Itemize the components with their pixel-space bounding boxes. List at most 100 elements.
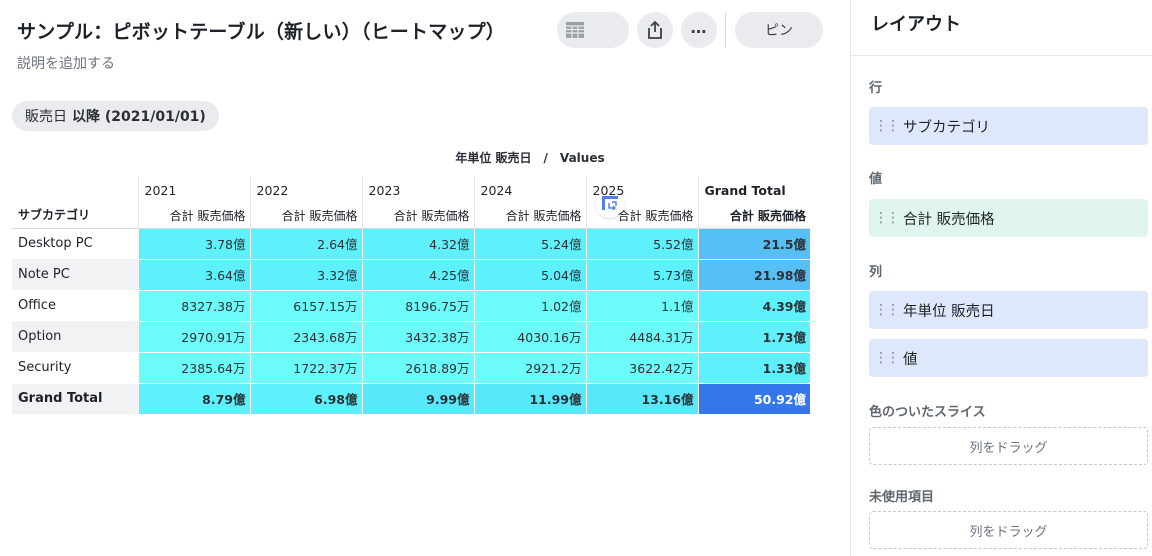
header-spacer [12, 176, 138, 204]
columns-field-pill[interactable]: ⋮⋮ 値 [869, 339, 1148, 377]
grip-icon[interactable]: ⋮⋮ [874, 350, 900, 366]
main-area: サンプル：ピボットテーブル（新しい）（ヒートマップ） 説明を追加する [12, 12, 823, 415]
columns-section-label: 列 [869, 265, 883, 280]
value-cell[interactable]: 2343.68万 [249, 321, 362, 353]
column-total-cell[interactable]: 13.16億 [585, 382, 698, 415]
toolbar-divider [725, 12, 726, 48]
row-label[interactable]: Desktop PC [18, 236, 93, 252]
column-total-cell[interactable]: 8.79億 [137, 382, 250, 415]
value-header: 合計 販売価格 [361, 204, 474, 229]
value-header: 合計 販売価格 [137, 204, 250, 229]
grand-total-header: Grand Total [697, 176, 810, 204]
columns-field-label: 値 [903, 351, 918, 368]
value-cell[interactable]: 2921.2万 [473, 352, 586, 384]
value-cell[interactable]: 3432.38万 [361, 321, 474, 353]
column-total-cell[interactable]: 11.99億 [473, 382, 586, 415]
row-total-cell[interactable]: 4.39億 [697, 290, 810, 322]
year-header[interactable]: 2025 [585, 176, 698, 204]
columns-field-pill[interactable]: ⋮⋮ 年単位 販売日 [869, 291, 1148, 329]
grip-icon[interactable]: ⋮⋮ [874, 210, 900, 226]
value-cell[interactable]: 4.25億 [361, 259, 474, 291]
value-cell[interactable]: 4.32億 [361, 228, 474, 260]
value-cell[interactable]: 3.32億 [249, 259, 362, 291]
value-cell[interactable]: 1.02億 [473, 290, 586, 322]
value-header: 合計 販売価格 [585, 204, 698, 229]
filter-field: 販売日 [25, 109, 67, 125]
pivot-table: 2021 2022 2023 2024 2025 Grand Total サブカテゴリ 合計 … [12, 176, 810, 415]
row-label[interactable]: Note PC [12, 259, 138, 290]
value-cell[interactable]: 5.24億 [473, 228, 586, 260]
value-cell[interactable]: 2385.64万 [137, 352, 250, 384]
layout-panel: レイアウト 行 ⋮⋮ サブカテゴリ 値 ⋮⋮ 合計 販売価格 列 ⋮⋮ 年単位 … [850, 0, 1152, 556]
row-field-header[interactable]: サブカテゴリ [12, 204, 138, 229]
more-button[interactable]: … [681, 12, 717, 48]
row-label[interactable]: Option [12, 321, 138, 352]
value-cell[interactable]: 4484.31万 [585, 321, 698, 353]
values-field-label: 合計 販売価格 [903, 211, 995, 228]
value-cell[interactable]: 4030.16万 [473, 321, 586, 353]
share-button[interactable] [637, 12, 673, 48]
column-total-cell[interactable]: 9.99億 [361, 382, 474, 415]
row-label[interactable]: Office [18, 298, 56, 313]
page-title[interactable]: サンプル：ピボットテーブル（新しい）（ヒートマップ） [17, 21, 505, 43]
row-total-cell[interactable]: 1.73億 [697, 321, 810, 353]
grip-icon[interactable]: ⋮⋮ [874, 302, 900, 318]
pin-button[interactable]: ピン [735, 12, 823, 48]
unused-drop-zone[interactable]: 列をドラッグ [869, 511, 1148, 549]
year-header-row: 2021 2022 2023 2024 2025 Grand Total [12, 176, 810, 204]
value-cell[interactable]: 3.64億 [137, 259, 250, 291]
value-cell[interactable]: 8327.38万 [137, 290, 250, 322]
value-cell[interactable]: 1.1億 [585, 290, 698, 322]
value-cell[interactable]: 2618.89万 [361, 352, 474, 384]
view-toggle [557, 12, 629, 218]
table-row: Security 2385.64万 1722.37万 2618.89万 2921.2万 3… [12, 352, 810, 384]
row-total-cell[interactable]: 21.98億 [697, 259, 810, 291]
year-header[interactable]: 2022 [249, 176, 362, 204]
value-header: 合計 販売価格 [249, 204, 362, 229]
value-cell[interactable]: 6157.15万 [249, 290, 362, 322]
value-cell[interactable]: 5.52億 [585, 228, 698, 260]
value-cell[interactable]: 1722.37万 [249, 352, 362, 384]
color-slice-drop-zone[interactable]: 列をドラッグ [869, 427, 1148, 465]
value-cell[interactable]: 2.64億 [249, 228, 362, 260]
value-cell[interactable]: 2970.91万 [137, 321, 250, 353]
value-cell[interactable]: 5.04億 [473, 259, 586, 291]
table-row: Option 2970.91万 2343.68万 3432.38万 4030.16万 44… [12, 321, 810, 353]
year-header[interactable]: 2023 [361, 176, 474, 204]
column-total-cell[interactable]: 6.98億 [249, 382, 362, 415]
table-row: Note PC 3.64億 3.32億 4.25億 5.04億 5.73億 21.98億 [12, 259, 810, 291]
grand-total-label: Grand Total [12, 382, 138, 414]
values-field-pill[interactable]: ⋮⋮ 合計 販売価格 [869, 199, 1148, 237]
more-icon: … [690, 18, 708, 37]
table-row: Office 8327.38万 6157.15万 8196.75万 1.02億 1.1億 4… [12, 290, 810, 322]
rows-section-label: 行 [869, 81, 883, 96]
grand-total-row: Grand Total 8.79億 6.98億 9.99億 11.99億 13.16億 50… [12, 382, 810, 415]
date-filter-chip[interactable]: 販売日 以降 (2021/01/01) [12, 101, 219, 131]
row-total-cell[interactable]: 1.33億 [697, 352, 810, 384]
grand-total-cell[interactable]: 50.92億 [697, 382, 810, 415]
filter-condition: 以降 (2021/01/01) [72, 109, 206, 125]
year-header[interactable]: 2024 [473, 176, 586, 204]
description-placeholder[interactable]: 説明を追加する [17, 56, 115, 72]
column-axis-label: 年単位 販売日 / Values [455, 151, 605, 165]
value-cell[interactable]: 5.73億 [585, 259, 698, 291]
row-total-cell[interactable]: 21.5億 [697, 228, 810, 260]
value-cell[interactable]: 3.78億 [137, 228, 250, 260]
grip-icon[interactable]: ⋮⋮ [874, 118, 900, 134]
row-label[interactable]: Security [18, 359, 72, 375]
columns-field-label: 年単位 販売日 [903, 303, 995, 320]
table-row: Desktop PC 3.78億 2.64億 4.32億 5.24億 5.52億 21.5億 [12, 228, 810, 260]
table-view-button[interactable] [560, 15, 590, 45]
value-header-row: サブカテゴリ 合計 販売価格 合計 販売価格 合計 販売価格 合計 販売価格 合計 販売価… [12, 204, 810, 229]
value-cell[interactable]: 3622.42万 [585, 352, 698, 384]
rows-field-label: サブカテゴリ [903, 119, 990, 136]
value-header: 合計 販売価格 [697, 204, 810, 229]
share-icon [648, 20, 662, 39]
unused-section-label: 未使用項目 [869, 490, 935, 505]
value-cell[interactable]: 8196.75万 [361, 290, 474, 322]
rows-field-pill[interactable]: ⋮⋮ サブカテゴリ [869, 107, 1148, 145]
value-header: 合計 販売価格 [473, 204, 586, 229]
year-header[interactable]: 2021 [137, 176, 250, 204]
values-section-label: 値 [869, 172, 883, 187]
panel-divider [851, 55, 1152, 56]
